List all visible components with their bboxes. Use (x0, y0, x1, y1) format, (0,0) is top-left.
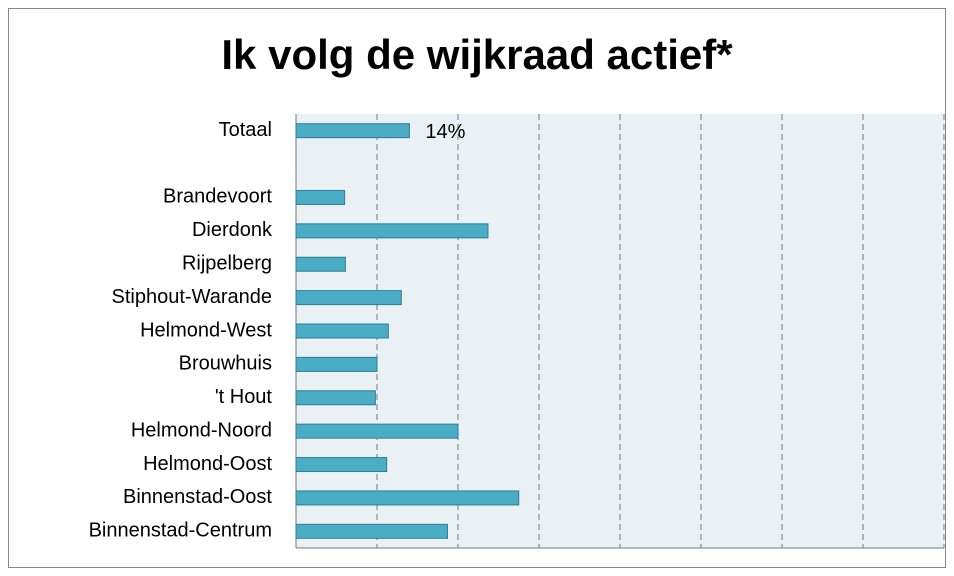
y-tick-label: Totaal (219, 119, 272, 141)
bar (295, 523, 448, 539)
bar (295, 290, 402, 306)
bar (295, 423, 459, 439)
bar (295, 123, 410, 139)
y-tick-label: Binnenstad-Centrum (89, 520, 272, 542)
y-tick-label: Binnenstad-Oost (123, 486, 272, 508)
bar (295, 223, 489, 239)
bar (295, 356, 378, 372)
bar (295, 490, 520, 506)
y-tick-label: Rijpelberg (182, 253, 272, 275)
y-tick-label: Brandevoort (163, 186, 272, 208)
y-tick-label: Dierdonk (192, 219, 273, 241)
y-tick-label: Helmond-Oost (143, 453, 272, 475)
data-label: 14% (425, 121, 465, 143)
y-tick-label: 't Hout (215, 386, 273, 408)
bar (295, 457, 388, 473)
y-tick-label: Helmond-West (140, 319, 272, 341)
y-tick-label: Helmond-Noord (131, 419, 272, 441)
y-tick-label: Stiphout-Warande (112, 286, 272, 308)
bar (295, 189, 346, 205)
bar (295, 323, 389, 339)
y-tick-label: Brouwhuis (179, 353, 272, 375)
bar (295, 256, 346, 272)
bar (295, 390, 376, 406)
chart-title: Ik volg de wijkraad actief* (221, 31, 733, 78)
